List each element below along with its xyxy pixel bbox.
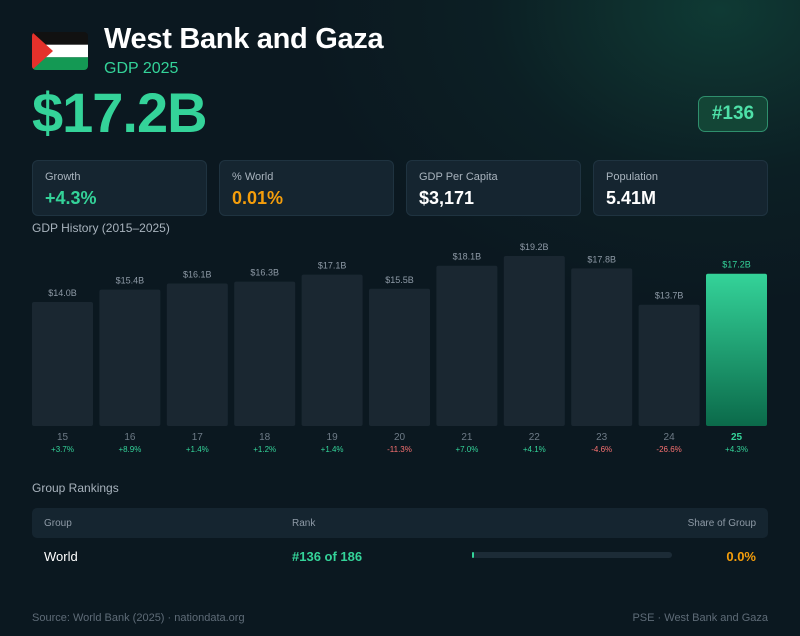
bar-value-label: $19.2B (520, 242, 549, 252)
row-group: World (44, 549, 78, 564)
bar-value-label: $17.2B (722, 260, 751, 270)
bar-value-label: $17.8B (587, 254, 616, 264)
bar-value-label: $13.7B (655, 291, 684, 301)
stat-card-world-share: % World 0.01% (219, 160, 394, 216)
bar (166, 283, 228, 426)
footer-source: Source: World Bank (2025) · nationdata.o… (32, 612, 245, 624)
bar-value-label: $15.4B (116, 276, 145, 286)
growth-label: +3.7% (51, 445, 74, 454)
share-bar-fill (472, 552, 474, 558)
growth-label: -11.3% (387, 445, 412, 454)
growth-label: -26.6% (656, 445, 681, 454)
bar (638, 304, 700, 426)
bar (369, 288, 430, 426)
x-tick-label: 16 (124, 432, 136, 443)
bar-value-label: $17.1B (318, 261, 347, 271)
stat-label: % World (232, 171, 274, 183)
stat-label: Population (606, 171, 658, 183)
stat-value: 0.01% (232, 188, 284, 208)
rankings-table-header: Group Rank Share of Group (32, 508, 768, 538)
growth-label: +7.0% (455, 445, 478, 454)
bar (436, 265, 498, 426)
gdp-value: $17.2B (32, 81, 208, 144)
stat-value: $3,171 (419, 188, 475, 208)
bar-value-label: $18.1B (453, 252, 482, 262)
page-subtitle: GDP 2025 (104, 60, 179, 77)
bar-value-label: $14.0B (48, 288, 77, 298)
palestine-flag-icon (32, 32, 88, 70)
row-rank: #136 of 186 (292, 549, 363, 564)
x-tick-label: 22 (529, 432, 541, 443)
stat-card-gdp-per-capita: GDP Per Capita $3,171 (406, 160, 581, 216)
x-tick-label: 21 (461, 432, 473, 443)
rank-badge: #136 (698, 96, 768, 132)
x-tick-label: 17 (192, 432, 204, 443)
chart-title: GDP History (2015–2025) (32, 221, 170, 235)
x-tick-label: 24 (664, 432, 676, 443)
stat-value: +4.3% (45, 188, 97, 208)
row-share: 0.0% (726, 549, 756, 564)
rankings-title: Group Rankings (32, 481, 119, 495)
stat-value: 5.41M (606, 188, 657, 208)
x-tick-label: 25 (731, 432, 743, 443)
stat-label: Growth (45, 171, 81, 183)
growth-label: +4.1% (523, 445, 546, 454)
bar (234, 281, 296, 426)
bar (99, 289, 161, 426)
bar (301, 274, 363, 426)
growth-label: -4.6% (591, 445, 612, 454)
bar (706, 273, 767, 426)
share-bar (472, 552, 672, 558)
x-tick-label: 20 (394, 432, 406, 443)
bar-value-label: $16.3B (250, 268, 279, 278)
bar (571, 268, 633, 426)
column-header-group: Group (44, 518, 72, 529)
x-tick-label: 18 (259, 432, 271, 443)
gdp-history-chart: $14.0B 15 +3.7% $15.4B 16 +8.9% $16.1B 17 +1.4% $… (32, 242, 767, 454)
column-header-share: Share of Group (687, 518, 756, 529)
growth-label: +4.3% (725, 445, 748, 454)
stat-card-population: Population 5.41M (593, 160, 768, 216)
x-tick-label: 19 (327, 432, 339, 443)
growth-label: +8.9% (118, 445, 141, 454)
growth-label: +1.4% (186, 445, 209, 454)
footer-code: PSE · West Bank and Gaza (632, 612, 768, 624)
bar (32, 302, 93, 426)
x-tick-label: 15 (57, 432, 69, 443)
stat-label: GDP Per Capita (419, 171, 498, 183)
bar-value-label: $15.5B (385, 275, 414, 285)
column-header-rank: Rank (292, 518, 316, 529)
bar (503, 256, 565, 426)
growth-label: +1.4% (321, 445, 344, 454)
growth-label: +1.2% (253, 445, 276, 454)
x-tick-label: 23 (596, 432, 608, 443)
stat-card-growth: Growth +4.3% (32, 160, 207, 216)
page-title: West Bank and Gaza (104, 23, 384, 55)
bar-value-label: $16.1B (183, 269, 212, 279)
